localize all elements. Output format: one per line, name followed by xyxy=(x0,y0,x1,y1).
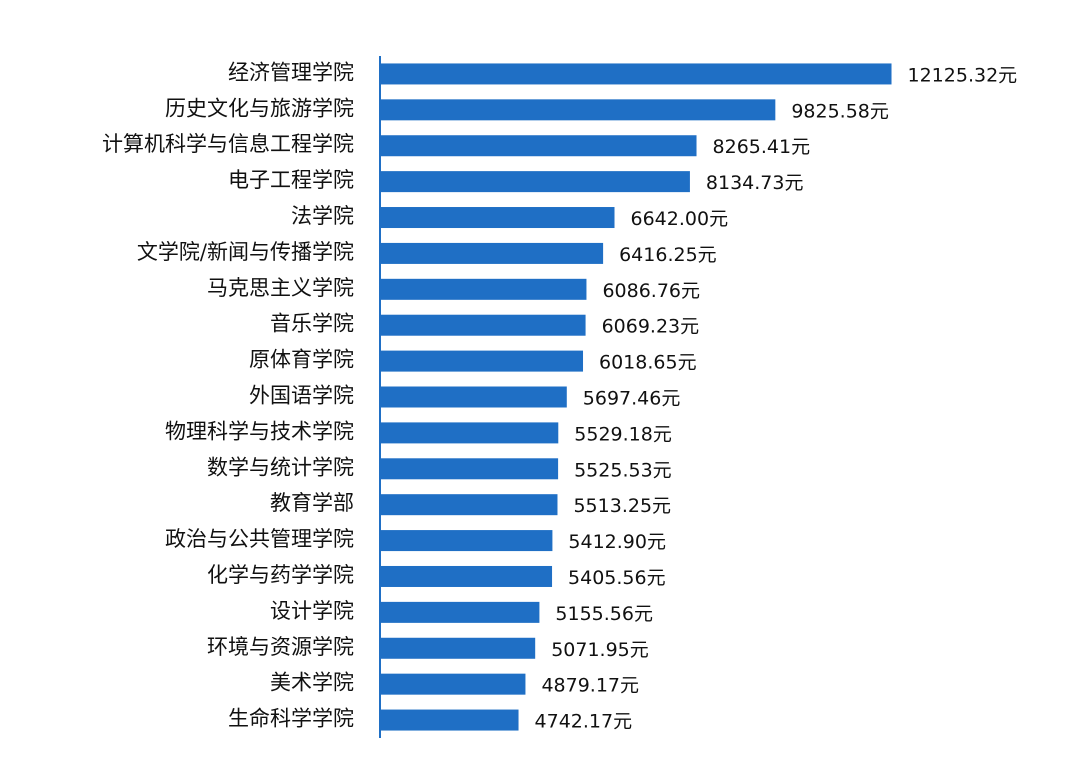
category-label: 教育学部 xyxy=(270,491,354,515)
bar xyxy=(380,458,559,480)
bar xyxy=(380,494,558,516)
category-label: 数学与统计学院 xyxy=(207,455,354,479)
value-label: 4879.17元 xyxy=(541,675,639,697)
category-label: 美术学院 xyxy=(270,671,354,695)
bar xyxy=(380,314,586,336)
bar xyxy=(380,135,697,157)
value-label: 4742.17元 xyxy=(535,711,633,733)
bar xyxy=(380,278,587,300)
value-label: 6416.25元 xyxy=(619,244,717,266)
value-label: 9825.58元 xyxy=(791,100,889,122)
bar xyxy=(380,673,526,695)
bar xyxy=(380,63,892,85)
category-label: 历史文化与旅游学院 xyxy=(165,96,354,120)
category-label: 环境与资源学院 xyxy=(207,635,354,659)
bar xyxy=(380,242,604,264)
category-label: 音乐学院 xyxy=(270,312,354,336)
bar xyxy=(380,601,540,623)
value-label: 6642.00元 xyxy=(631,208,729,230)
value-label: 5412.90元 xyxy=(568,531,666,553)
value-label: 5529.18元 xyxy=(574,423,672,445)
bar xyxy=(380,350,584,372)
bar xyxy=(380,207,615,229)
value-label: 6086.76元 xyxy=(602,280,700,302)
bar xyxy=(380,386,567,408)
category-label: 政治与公共管理学院 xyxy=(165,527,354,551)
value-label: 6069.23元 xyxy=(602,316,700,338)
value-label: 6018.65元 xyxy=(599,352,697,374)
value-label: 5513.25元 xyxy=(573,495,671,517)
category-label: 化学与药学学院 xyxy=(207,563,354,587)
bar xyxy=(380,709,519,731)
bar xyxy=(380,637,536,659)
bar xyxy=(380,530,553,552)
value-label: 8265.41元 xyxy=(713,136,811,158)
bar xyxy=(380,422,559,444)
category-label: 原体育学院 xyxy=(249,348,354,372)
category-label: 物理科学与技术学院 xyxy=(165,419,354,443)
value-label: 5405.56元 xyxy=(568,567,666,589)
category-label: 法学院 xyxy=(291,204,354,228)
value-label: 8134.73元 xyxy=(706,172,804,194)
value-label: 5155.56元 xyxy=(555,603,653,625)
value-label: 5071.95元 xyxy=(551,639,649,661)
category-label: 经济管理学院 xyxy=(228,60,354,84)
category-label: 外国语学院 xyxy=(249,384,354,408)
category-label: 生命科学学院 xyxy=(228,707,354,731)
category-label: 马克思主义学院 xyxy=(207,276,354,300)
bar xyxy=(380,99,776,121)
value-label: 12125.32元 xyxy=(908,64,1018,86)
category-label: 电子工程学院 xyxy=(228,168,354,192)
category-label: 文学院/新闻与传播学院 xyxy=(137,240,354,264)
bar xyxy=(380,565,553,587)
value-label: 5697.46元 xyxy=(583,388,681,410)
bar xyxy=(380,171,690,193)
category-label: 计算机科学与信息工程学院 xyxy=(102,132,354,156)
category-label: 设计学院 xyxy=(270,599,354,623)
value-label: 5525.53元 xyxy=(574,459,672,481)
